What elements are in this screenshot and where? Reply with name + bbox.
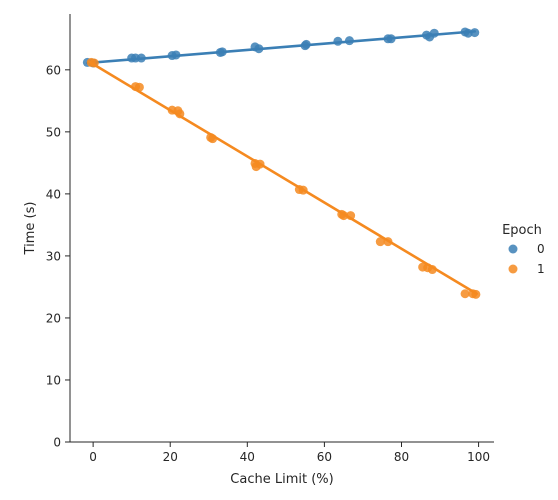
legend-title: Epoch — [502, 223, 542, 238]
x-tick-label: 0 — [89, 450, 97, 464]
data-point — [375, 237, 385, 247]
regression-line-0 — [86, 30, 477, 65]
y-axis-label: Time (s) — [23, 202, 38, 256]
y-tick-label: 20 — [46, 311, 61, 325]
legend-marker-1 — [508, 264, 518, 274]
y-ticks: 0 10 20 30 40 50 60 — [46, 63, 70, 450]
x-tick-label: 60 — [317, 450, 332, 464]
y-tick-label: 10 — [46, 373, 61, 387]
x-axis-label: Cache Limit (%) — [230, 472, 333, 487]
axes — [69, 14, 494, 443]
regression-line-1 — [87, 60, 478, 296]
x-tick-label: 80 — [394, 450, 409, 464]
x-ticks: 0 20 40 60 80 100 — [89, 442, 490, 464]
x-tick-label: 20 — [163, 450, 178, 464]
series-1 — [86, 57, 481, 299]
y-tick-label: 50 — [46, 125, 61, 139]
x-tick-label: 100 — [467, 450, 490, 464]
series-0 — [82, 27, 480, 68]
y-tick-label: 40 — [46, 187, 61, 201]
legend-label-0: 0 — [537, 242, 545, 256]
x-tick-label: 40 — [240, 450, 255, 464]
y-tick-label: 30 — [46, 249, 61, 263]
legend: Epoch 0 1 — [502, 223, 545, 276]
legend-marker-0 — [508, 244, 518, 254]
y-tick-label: 60 — [46, 63, 61, 77]
y-tick-label: 0 — [53, 436, 61, 450]
legend-label-1: 1 — [537, 262, 545, 276]
plot-area — [82, 27, 481, 299]
data-point — [460, 289, 470, 299]
